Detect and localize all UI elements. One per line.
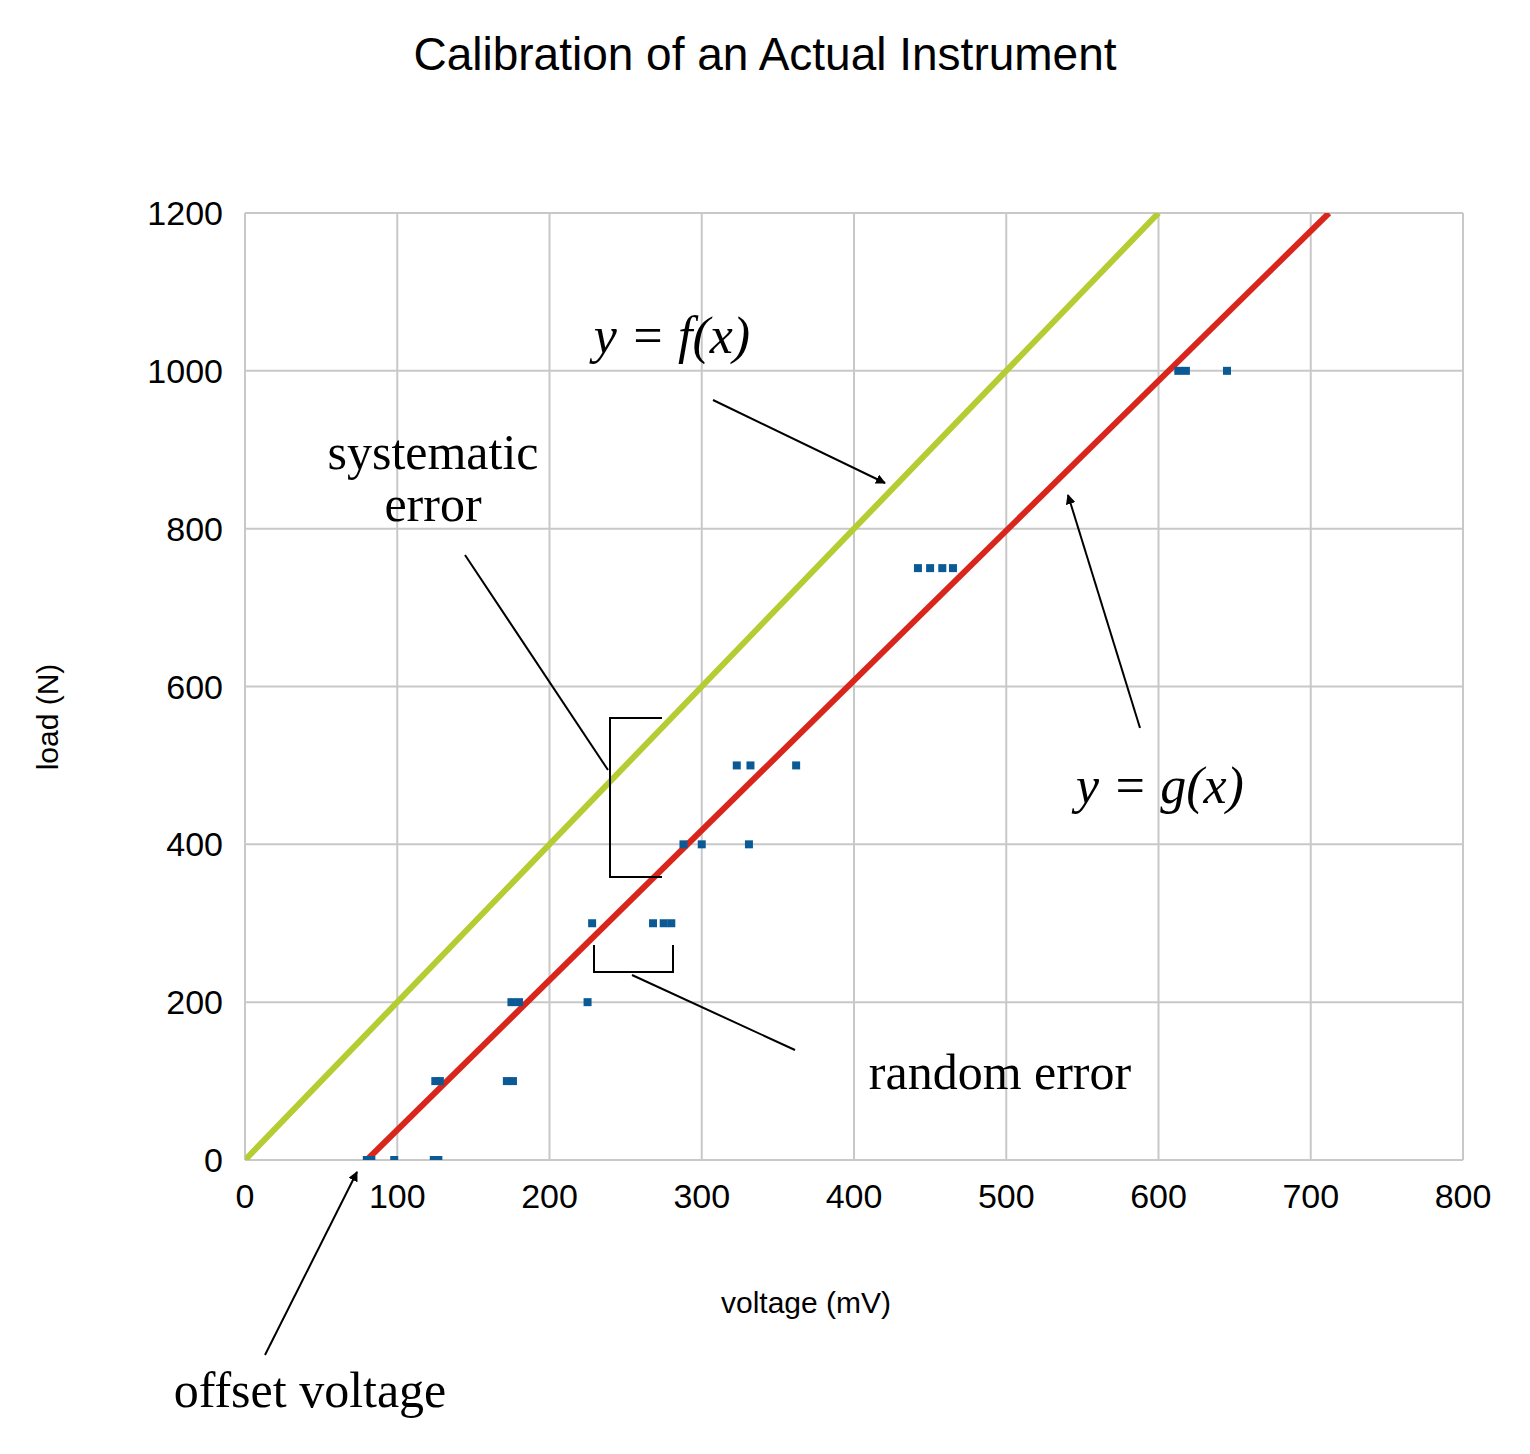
- svg-text:200: 200: [166, 983, 223, 1021]
- html-text:voltage (mV): voltage (mV): [721, 1286, 891, 1319]
- svg-text:200: 200: [521, 1177, 578, 1215]
- html-text:offset voltage: offset voltage: [173, 1362, 447, 1418]
- svg-text:100: 100: [369, 1177, 426, 1215]
- svg-text:600: 600: [1130, 1177, 1187, 1215]
- svg-text:800: 800: [1435, 1177, 1492, 1215]
- html-text:y = g(x): y = g(x): [1076, 756, 1244, 814]
- html-text:systematic error: systematic error: [327, 424, 539, 532]
- svg-text:1000: 1000: [147, 352, 223, 390]
- svg-text:500: 500: [978, 1177, 1035, 1215]
- html-text:random error: random error: [868, 1044, 1132, 1100]
- svg-text:0: 0: [204, 1141, 223, 1179]
- html-text:y = f(x): y = f(x): [593, 306, 751, 364]
- svg-text:600: 600: [166, 668, 223, 706]
- svg-text:800: 800: [166, 510, 223, 548]
- svg-text:0: 0: [236, 1177, 255, 1215]
- svg-text:400: 400: [166, 825, 223, 863]
- html-text:load (N): load (N): [31, 663, 64, 771]
- svg-text:1200: 1200: [147, 194, 223, 232]
- svg-text:300: 300: [673, 1177, 730, 1215]
- svg-text:400: 400: [826, 1177, 883, 1215]
- html-text:Calibration of an Actual Instr: Calibration of an Actual Instrument: [413, 28, 1117, 80]
- svg-text:700: 700: [1282, 1177, 1339, 1215]
